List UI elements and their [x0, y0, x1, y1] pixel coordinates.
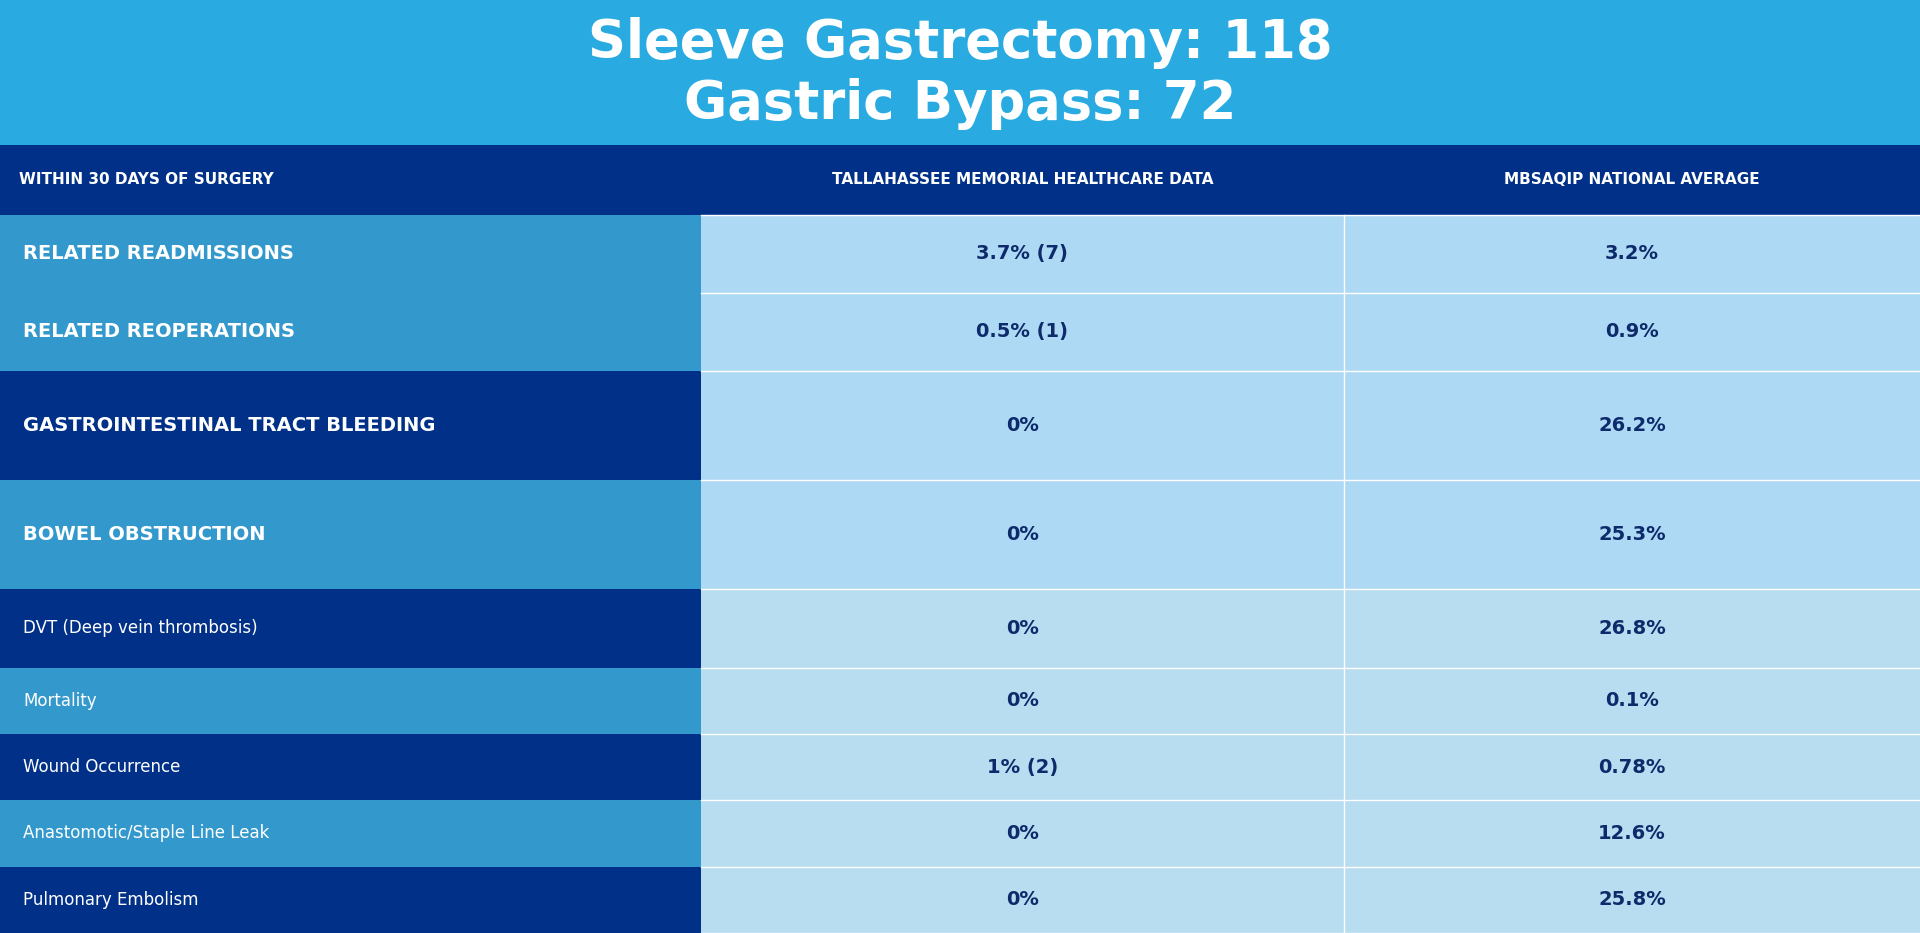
Text: 0%: 0%: [1006, 691, 1039, 710]
Text: 0%: 0%: [1006, 525, 1039, 544]
Bar: [0, 370, 701, 480]
Text: DVT (Deep vein thrombosis): DVT (Deep vein thrombosis): [23, 620, 257, 637]
Bar: [701, 145, 1344, 215]
Text: 0%: 0%: [1006, 416, 1039, 435]
Bar: [701, 801, 1344, 867]
Text: Wound Occurrence: Wound Occurrence: [23, 759, 180, 776]
Text: RELATED REOPERATIONS: RELATED REOPERATIONS: [23, 322, 296, 341]
Text: RELATED READMISSIONS: RELATED READMISSIONS: [23, 244, 294, 263]
Text: 3.2%: 3.2%: [1605, 244, 1659, 263]
Text: Mortality: Mortality: [23, 691, 96, 710]
Text: 3.7% (7): 3.7% (7): [977, 244, 1068, 263]
Text: 26.8%: 26.8%: [1597, 619, 1667, 638]
Text: Pulmonary Embolism: Pulmonary Embolism: [23, 891, 198, 909]
Text: WITHIN 30 DAYS OF SURGERY: WITHIN 30 DAYS OF SURGERY: [19, 172, 275, 188]
Bar: [1344, 734, 1920, 801]
Text: GASTROINTESTINAL TRACT BLEEDING: GASTROINTESTINAL TRACT BLEEDING: [23, 416, 436, 435]
Bar: [701, 590, 1344, 667]
Bar: [1344, 480, 1920, 590]
Text: 0%: 0%: [1006, 890, 1039, 910]
Bar: [701, 293, 1344, 370]
Bar: [0, 667, 701, 734]
Bar: [1344, 215, 1920, 293]
Bar: [0, 734, 701, 801]
Text: 25.8%: 25.8%: [1597, 890, 1667, 910]
Text: 0%: 0%: [1006, 824, 1039, 842]
Bar: [701, 667, 1344, 734]
Bar: [701, 867, 1344, 933]
Text: Anastomotic/Staple Line Leak: Anastomotic/Staple Line Leak: [23, 825, 269, 842]
Text: 0.1%: 0.1%: [1605, 691, 1659, 710]
Bar: [701, 215, 1344, 293]
Text: BOWEL OBSTRUCTION: BOWEL OBSTRUCTION: [23, 525, 265, 544]
Text: TALLAHASSEE MEMORIAL HEALTHCARE DATA: TALLAHASSEE MEMORIAL HEALTHCARE DATA: [831, 172, 1213, 188]
Bar: [701, 370, 1344, 480]
Bar: [0, 590, 701, 667]
Text: MBSAQIP NATIONAL AVERAGE: MBSAQIP NATIONAL AVERAGE: [1503, 172, 1761, 188]
Bar: [701, 480, 1344, 590]
Bar: [1344, 801, 1920, 867]
Bar: [1344, 370, 1920, 480]
Bar: [0, 215, 701, 293]
Text: 25.3%: 25.3%: [1597, 525, 1667, 544]
Text: 1% (2): 1% (2): [987, 758, 1058, 776]
Text: 0%: 0%: [1006, 619, 1039, 638]
Bar: [1344, 590, 1920, 667]
Text: 26.2%: 26.2%: [1597, 416, 1667, 435]
Bar: [0, 145, 701, 215]
Bar: [701, 734, 1344, 801]
Text: 0.5% (1): 0.5% (1): [977, 322, 1068, 341]
Bar: [0, 0, 1920, 145]
Bar: [1344, 867, 1920, 933]
Bar: [1344, 667, 1920, 734]
Text: Gastric Bypass: 72: Gastric Bypass: 72: [684, 78, 1236, 130]
Bar: [0, 293, 701, 370]
Bar: [1344, 293, 1920, 370]
Bar: [0, 801, 701, 867]
Text: 0.78%: 0.78%: [1597, 758, 1667, 776]
Bar: [0, 867, 701, 933]
Bar: [1344, 145, 1920, 215]
Text: Sleeve Gastrectomy: 118: Sleeve Gastrectomy: 118: [588, 18, 1332, 69]
Text: 12.6%: 12.6%: [1597, 824, 1667, 842]
Bar: [0, 480, 701, 590]
Text: 0.9%: 0.9%: [1605, 322, 1659, 341]
